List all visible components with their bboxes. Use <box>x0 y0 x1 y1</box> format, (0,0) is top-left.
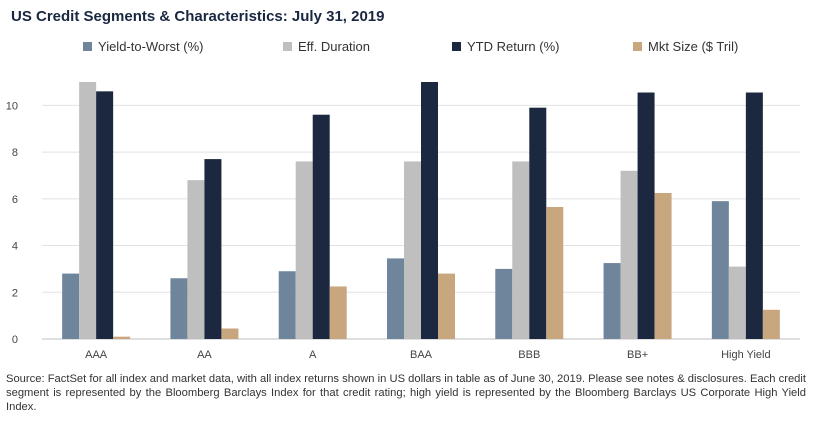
y-tick-label: 2 <box>12 287 18 299</box>
x-tick-label: High Yield <box>721 349 771 361</box>
bar-1-1 <box>187 180 205 339</box>
y-tick-label: 10 <box>6 100 18 112</box>
chart-title: US Credit Segments & Characteristics: Ju… <box>11 8 385 25</box>
bar-3-1 <box>404 161 421 339</box>
bar-5-1 <box>620 170 638 339</box>
bar-2-2 <box>312 114 330 339</box>
legend-label-ytd-return: YTD Return (%) <box>467 39 560 54</box>
x-axis-tick-labels: AAA AA A BAA BBB BB+ High Yield <box>85 349 770 361</box>
bar-4-0 <box>495 268 513 339</box>
x-tick-label: A <box>309 349 317 361</box>
legend-swatch-ytd-return <box>452 42 461 51</box>
bar-6-1 <box>728 266 746 339</box>
y-tick-label: 0 <box>12 334 18 346</box>
bar-4-1 <box>512 161 530 339</box>
legend: Yield-to-Worst (%) Eff. Duration YTD Ret… <box>0 39 816 57</box>
legend-label-yield-to-worst: Yield-to-Worst (%) <box>98 39 204 54</box>
bar-1-0 <box>170 278 188 339</box>
bar-6-2 <box>745 92 763 339</box>
bar-0-2 <box>96 91 114 339</box>
bar-4-2 <box>529 107 547 339</box>
bar-5-0 <box>603 263 621 339</box>
bar-6-3 <box>762 309 780 339</box>
bar-3-2 <box>421 82 438 339</box>
bar-0-0 <box>62 273 80 339</box>
legend-item-ytd-return: YTD Return (%) <box>452 39 559 54</box>
x-tick-label: AAA <box>85 349 108 361</box>
x-tick-label: AA <box>197 349 212 361</box>
bar-2-3 <box>329 286 347 339</box>
bar-5-3 <box>654 192 672 339</box>
legend-item-eff-duration: Eff. Duration <box>283 39 370 54</box>
bar-2-1 <box>295 161 313 339</box>
y-axis-tick-labels: 0 2 4 6 8 10 <box>6 100 18 346</box>
bar-4-3 <box>546 206 564 339</box>
bar-1-2 <box>204 159 222 339</box>
legend-swatch-mkt-size <box>633 42 642 51</box>
legend-item-mkt-size: Mkt Size ($ Tril) <box>633 39 738 54</box>
legend-swatch-yield-to-worst <box>83 42 92 51</box>
x-tick-label: BAA <box>410 349 433 361</box>
legend-swatch-eff-duration <box>283 42 292 51</box>
bar-1-3 <box>221 328 239 339</box>
bar-3-0 <box>387 258 404 339</box>
y-tick-label: 4 <box>12 241 18 253</box>
legend-label-eff-duration: Eff. Duration <box>298 39 371 54</box>
bar-0-1 <box>79 82 97 339</box>
bar-6-0 <box>711 201 729 339</box>
bar-0-3 <box>113 336 131 339</box>
legend-label-mkt-size: Mkt Size ($ Tril) <box>648 39 739 54</box>
source-note: Source: FactSet for all index and market… <box>6 373 806 413</box>
bar-2-0 <box>278 271 296 339</box>
y-tick-label: 8 <box>12 147 18 159</box>
bars <box>62 82 780 339</box>
y-tick-label: 6 <box>12 194 18 206</box>
x-tick-label: BBB <box>518 349 540 361</box>
bar-5-2 <box>637 92 655 339</box>
x-tick-label: BB+ <box>627 349 648 361</box>
legend-item-yield-to-worst: Yield-to-Worst (%) <box>83 39 203 54</box>
bar-3-3 <box>438 273 455 339</box>
